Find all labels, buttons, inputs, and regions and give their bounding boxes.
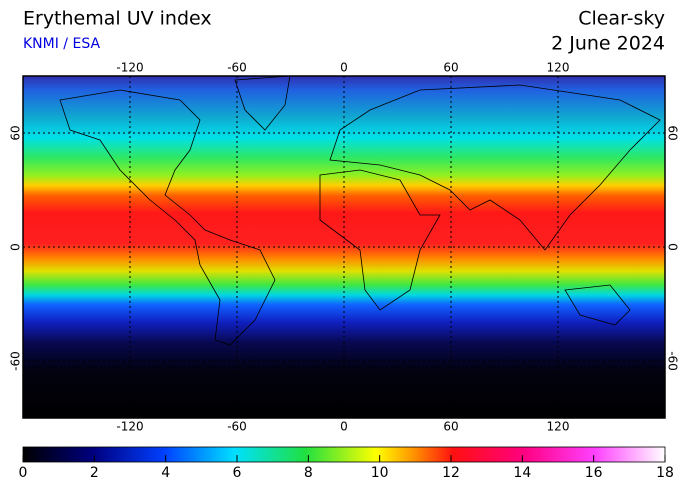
title: Erythemal UV index — [23, 8, 212, 30]
lon-label-bottom: -120 — [116, 420, 143, 434]
lat-label-left: 0 — [9, 243, 23, 251]
lon-label-top: 120 — [547, 61, 570, 75]
lon-label-top: -60 — [227, 61, 247, 75]
colorbar-label: 10 — [371, 465, 389, 481]
lat-label-left: 60 — [9, 125, 23, 140]
lat-label-right: -60 — [666, 351, 680, 371]
lon-label-top: 0 — [340, 61, 348, 75]
lon-label-top: -120 — [116, 61, 143, 75]
lon-label-bottom: 120 — [547, 420, 570, 434]
colorbar-label: 18 — [656, 465, 674, 481]
colorbar-label: 4 — [161, 465, 170, 481]
lat-label-left: -60 — [9, 351, 23, 371]
colorbar-label: 16 — [585, 465, 603, 481]
colorbar — [22, 446, 666, 463]
colorbar-label: 2 — [90, 465, 99, 481]
subtitle: KNMI / ESA — [23, 36, 100, 52]
colorbar-label: 6 — [233, 465, 242, 481]
date: 2 June 2024 — [551, 33, 665, 55]
colorbar-label: 0 — [19, 465, 28, 481]
lon-label-bottom: 60 — [443, 420, 458, 434]
lat-label-right: 60 — [666, 125, 680, 140]
lat-label-right: 0 — [666, 243, 680, 251]
colorbar-label: 8 — [304, 465, 313, 481]
condition: Clear-sky — [578, 8, 665, 30]
coastlines — [59, 75, 661, 346]
colorbar-label: 14 — [513, 465, 531, 481]
colorbar-label: 12 — [442, 465, 460, 481]
lon-label-top: 60 — [443, 61, 458, 75]
lon-label-bottom: 0 — [340, 420, 348, 434]
lon-label-bottom: -60 — [227, 420, 247, 434]
